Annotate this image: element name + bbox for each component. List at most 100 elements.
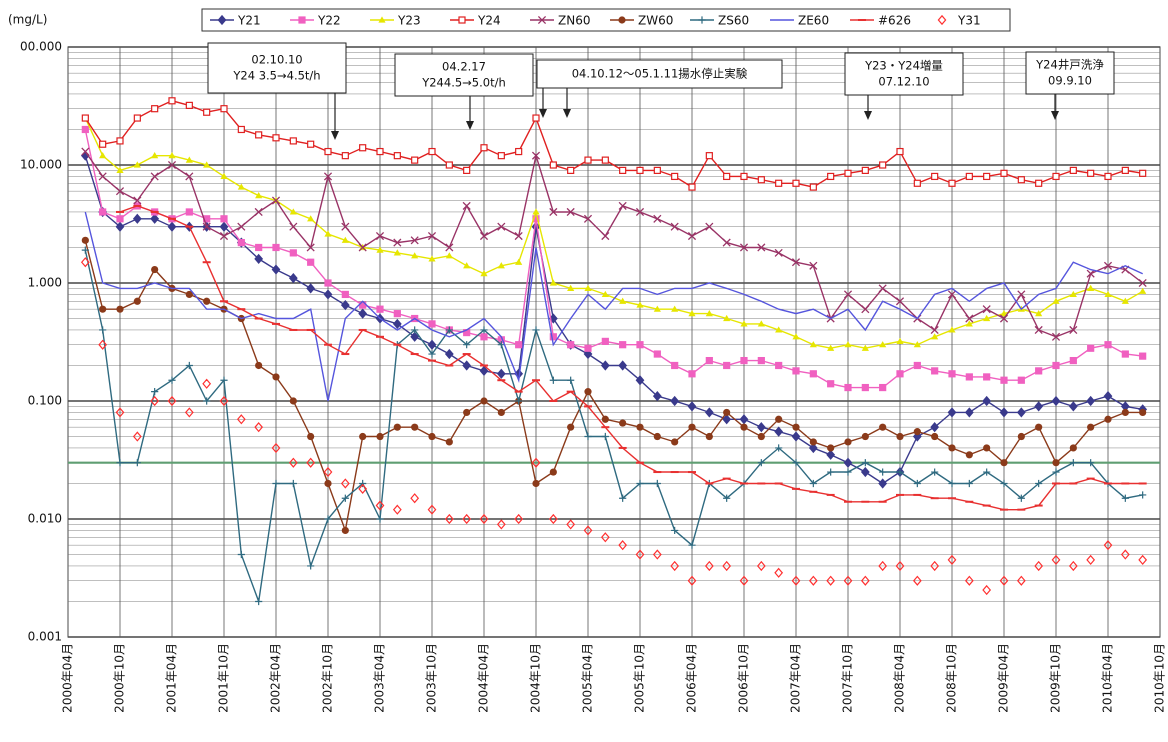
point [358, 483, 368, 494]
point [497, 152, 505, 160]
point [844, 341, 852, 348]
point [775, 179, 783, 187]
point [844, 468, 852, 476]
point [428, 432, 436, 441]
series [116, 204, 1147, 511]
point [704, 560, 714, 572]
point [411, 156, 419, 164]
point [150, 172, 159, 181]
point [167, 395, 177, 407]
point [1087, 423, 1095, 431]
point [982, 305, 991, 314]
annotation-box [207, 42, 347, 94]
point [861, 383, 869, 392]
point [1052, 468, 1060, 476]
point [548, 513, 558, 525]
point [1103, 261, 1113, 270]
annotation-arrowhead [466, 121, 474, 130]
legend-label: Y22 [317, 14, 341, 28]
point [809, 341, 817, 348]
point [341, 236, 349, 243]
point [98, 339, 108, 350]
point [1087, 459, 1095, 467]
point [237, 238, 245, 247]
point [619, 419, 627, 427]
point [410, 236, 419, 245]
point [687, 231, 697, 241]
point [324, 230, 332, 237]
point [618, 201, 627, 210]
y-tick-label: 0.010 [28, 512, 62, 526]
point [220, 215, 228, 223]
point [203, 297, 211, 305]
point [687, 575, 697, 586]
point [1086, 269, 1095, 278]
point [843, 290, 853, 299]
point [463, 408, 471, 417]
point [219, 395, 229, 407]
point [792, 423, 800, 431]
point [549, 468, 557, 476]
y-tick-label: 00.000 [20, 40, 62, 54]
point [687, 401, 697, 412]
point [879, 423, 887, 431]
point [219, 221, 229, 232]
annotation-box [1025, 51, 1115, 95]
point [723, 408, 731, 417]
point [583, 348, 593, 360]
point [340, 299, 350, 311]
point [895, 297, 905, 306]
point [705, 222, 714, 231]
point [601, 156, 609, 164]
legend-label: ZS60 [718, 14, 749, 28]
point [913, 428, 921, 436]
point [324, 515, 332, 523]
point [827, 172, 835, 181]
point [1069, 166, 1077, 174]
point [652, 390, 662, 402]
point [635, 375, 645, 386]
point [289, 397, 297, 405]
point [271, 264, 281, 275]
x-tick-label: 2003年10月 [425, 643, 439, 713]
legend-label: #626 [878, 14, 911, 28]
point [965, 320, 973, 327]
point [937, 14, 947, 26]
point [1103, 540, 1113, 551]
point [1035, 310, 1043, 317]
point [1051, 395, 1061, 407]
point [462, 360, 472, 371]
point [306, 457, 316, 468]
x-tick-label: 2009年10月 [1049, 643, 1063, 713]
point [670, 395, 680, 407]
point [983, 444, 991, 452]
point [653, 432, 661, 441]
point [1034, 560, 1044, 572]
point [393, 238, 402, 247]
point [567, 284, 575, 291]
point [567, 376, 575, 384]
point [496, 368, 506, 379]
point [445, 438, 453, 446]
point [411, 326, 419, 334]
point [722, 414, 732, 425]
point [150, 395, 160, 407]
point [757, 176, 765, 184]
point [827, 444, 835, 452]
point [878, 478, 888, 489]
point [723, 494, 731, 502]
point [635, 549, 645, 560]
point [567, 341, 575, 349]
point [896, 147, 904, 156]
point [619, 297, 627, 304]
point [999, 575, 1009, 586]
point [584, 156, 592, 164]
point [323, 172, 333, 181]
point [151, 152, 159, 159]
point [167, 221, 177, 232]
point [601, 337, 609, 345]
point [983, 314, 991, 322]
x-tick-label: 2006年04月 [685, 643, 699, 713]
annotation-arrowhead [563, 109, 571, 118]
point [202, 378, 212, 389]
